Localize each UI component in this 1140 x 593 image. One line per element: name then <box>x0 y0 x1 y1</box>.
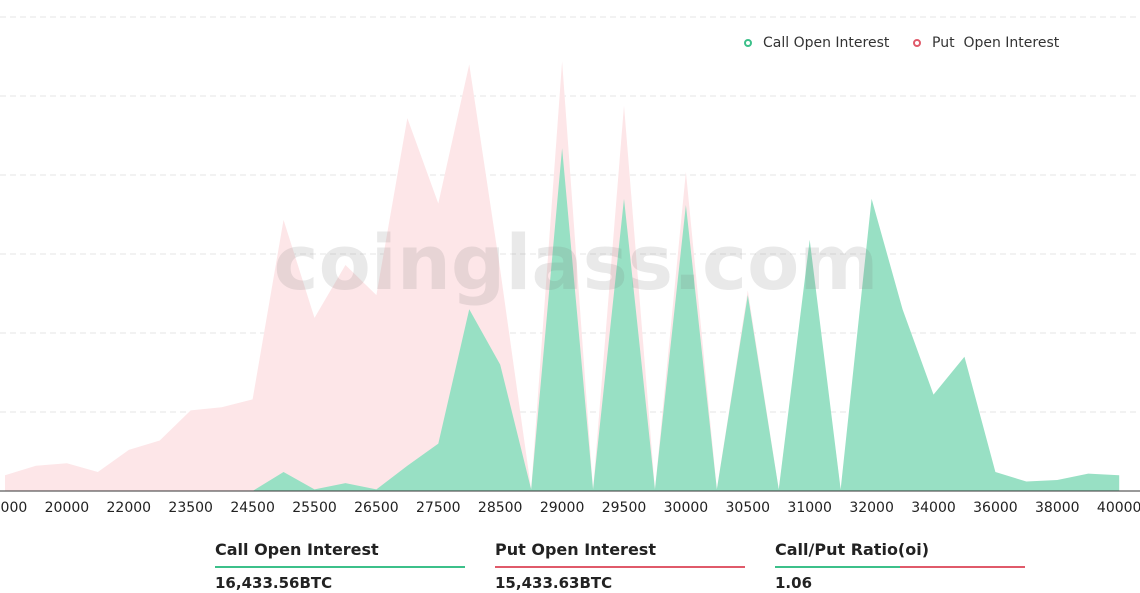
x-tick-label: 36000 <box>973 500 1018 516</box>
x-tick-label: 23500 <box>168 500 213 516</box>
legend-label: Put Open Interest <box>932 35 1060 51</box>
stat-label: Put Open Interest <box>495 540 656 559</box>
legend-label: Call Open Interest <box>763 35 890 51</box>
stat-put: Put Open Interest 15,433.63BTC <box>495 538 745 592</box>
stat-value: 16,433.56BTC <box>215 574 333 592</box>
stat-call: Call Open Interest 16,433.56BTC <box>215 538 465 592</box>
stat-underline <box>215 566 465 568</box>
legend-marker <box>913 39 921 47</box>
stat-ratio: Call/Put Ratio(oi) 1.06 <box>775 538 1025 592</box>
x-tick-label: 38000 <box>1035 500 1080 516</box>
x-tick-label: 32000 <box>849 500 894 516</box>
x-tick-label: 31000 <box>787 500 832 516</box>
x-tick-label: 34000 <box>911 500 956 516</box>
x-tick-label: 30500 <box>726 500 771 516</box>
x-tick-label: 25500 <box>292 500 337 516</box>
x-tick-label: 29500 <box>602 500 647 516</box>
stat-label: Call/Put Ratio(oi) <box>775 540 930 559</box>
x-tick-label: 26500 <box>354 500 399 516</box>
stat-underline <box>775 566 1025 568</box>
x-tick-label: 40000 <box>1097 500 1140 516</box>
x-tick-label: 24500 <box>230 500 275 516</box>
x-tick-label: 28500 <box>478 500 523 516</box>
x-tick-label: 27500 <box>416 500 461 516</box>
x-tick-label: 20000 <box>45 500 90 516</box>
x-tick-label: 30000 <box>664 500 709 516</box>
watermark: coinglass.com <box>274 218 879 307</box>
stat-label: Call Open Interest <box>215 540 379 559</box>
chart: coinglass.com 18000 20000 22000 23500 24500 25… <box>0 16 1140 516</box>
stat-value: 1.06 <box>775 574 813 592</box>
stat-underline <box>495 566 745 568</box>
area <box>5 148 1120 491</box>
stat-value: 15,433.63BTC <box>495 574 613 592</box>
x-tick-label: 18000 <box>0 500 27 516</box>
x-tick-label: 22000 <box>107 500 152 516</box>
x-tick-label: 29000 <box>540 500 585 516</box>
legend-marker <box>744 39 752 47</box>
